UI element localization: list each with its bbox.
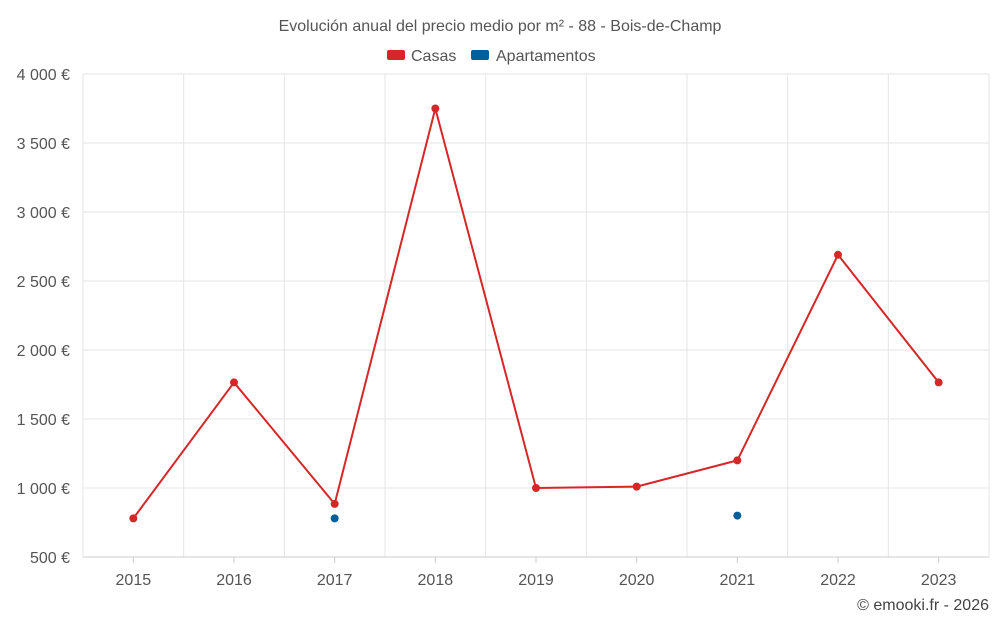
data-point-casas[interactable]: [532, 484, 540, 492]
y-tick-label: 3 500 €: [17, 136, 70, 153]
x-tick-label: 2020: [619, 572, 655, 589]
x-tick-label: 2016: [216, 572, 252, 589]
legend-label-apartamentos: Apartamentos: [496, 48, 596, 65]
chart-title: Evolución anual del precio medio por m² …: [279, 18, 722, 35]
x-tick-label: 2018: [418, 572, 454, 589]
data-point-casas[interactable]: [733, 456, 742, 465]
y-tick-label: 3 000 €: [17, 205, 70, 222]
x-tick-label: 2019: [518, 572, 554, 589]
legend-swatch-casas: [387, 50, 405, 60]
axes: 500 € 1 000 € 1 500 € 2 000 € 2 500 € 3 000 €…: [17, 67, 989, 589]
legend-item-casas[interactable]: Casas: [387, 48, 456, 65]
x-tick-label: 2021: [720, 572, 756, 589]
data-point-casas[interactable]: [129, 514, 138, 523]
series: [129, 104, 943, 523]
x-tick-label: 2015: [116, 572, 152, 589]
data-point-casas[interactable]: [834, 250, 842, 259]
y-tick-label: 2 500 €: [17, 274, 70, 291]
legend-label-casas: Casas: [411, 48, 456, 65]
legend-swatch-apartamentos: [471, 50, 489, 60]
credit-text: © emooki.fr - 2026: [857, 597, 989, 614]
series-casas: [129, 104, 943, 523]
x-tick-label: 2022: [820, 572, 856, 589]
data-point-apartamentos[interactable]: [330, 514, 339, 523]
data-point-casas[interactable]: [934, 378, 943, 387]
series-apartamentos: [330, 511, 742, 523]
x-tick-label: 2017: [317, 572, 353, 589]
series-line-casas: [132, 107, 940, 519]
y-tick-label: 500 €: [30, 550, 70, 567]
legend: Casas Apartamentos: [387, 48, 596, 65]
x-tick-label: 2023: [921, 572, 957, 589]
legend-item-apartamentos[interactable]: Apartamentos: [471, 48, 596, 65]
data-point-casas[interactable]: [330, 499, 339, 508]
y-tick-label: 1 000 €: [17, 481, 70, 498]
data-point-casas[interactable]: [230, 378, 238, 387]
y-tick-label: 4 000 €: [17, 67, 70, 84]
data-point-casas[interactable]: [632, 482, 641, 491]
data-point-casas[interactable]: [431, 104, 440, 113]
y-tick-label: 1 500 €: [17, 412, 70, 429]
grid: [82, 73, 990, 557]
data-point-apartamentos[interactable]: [733, 511, 742, 520]
y-tick-label: 2 000 €: [17, 343, 70, 360]
